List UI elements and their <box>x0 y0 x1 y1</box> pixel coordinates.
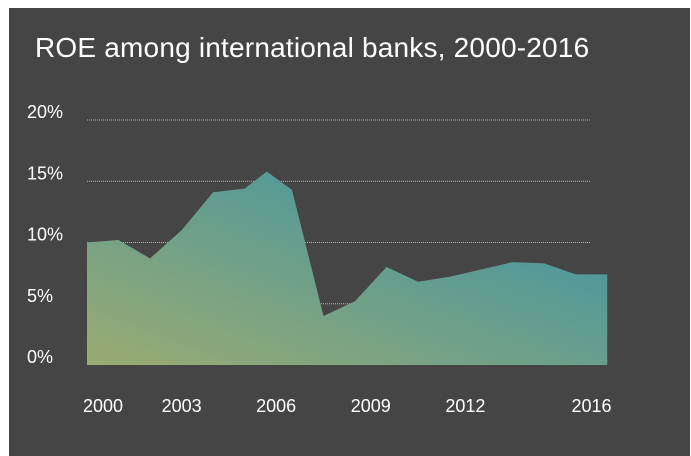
x-tick-label: 2012 <box>445 396 485 416</box>
x-tick-label: 2003 <box>162 396 202 416</box>
y-tick-label: 5% <box>27 286 53 306</box>
y-tick-label: 10% <box>27 225 63 245</box>
x-axis: 2000 2003 2006 2009 2012 2016 <box>83 396 612 416</box>
y-tick-label: 0% <box>27 347 53 367</box>
x-tick-label: 2000 <box>83 396 123 416</box>
area-series <box>87 171 608 365</box>
x-tick-label: 2009 <box>351 396 391 416</box>
area-chart: 0% 5% 10% 15% 20% 2000 2003 2006 2009 2012 2016 <box>27 102 612 416</box>
chart-panel: ROE among international banks, 2000-2016… <box>9 8 690 456</box>
chart-title: ROE among international banks, 2000-2016 <box>35 32 590 63</box>
y-axis: 0% 5% 10% 15% 20% <box>27 102 63 367</box>
y-tick-label: 20% <box>27 102 63 122</box>
y-tick-label: 15% <box>27 163 63 183</box>
x-tick-label: 2006 <box>256 396 296 416</box>
x-tick-label: 2016 <box>571 396 611 416</box>
area-series-path <box>87 171 608 365</box>
